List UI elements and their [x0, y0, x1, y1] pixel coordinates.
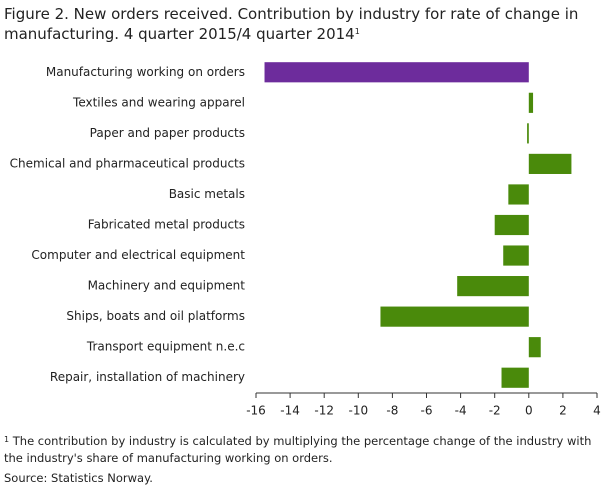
x-tick-label: 2	[559, 404, 567, 418]
bar	[528, 153, 572, 174]
bar	[380, 306, 529, 327]
x-tick-label: -6	[421, 404, 433, 418]
bar	[508, 184, 529, 205]
bar	[527, 123, 529, 144]
y-tick-label: Transport equipment n.e.c	[86, 340, 245, 354]
x-tick-label: -8	[386, 404, 398, 418]
x-tick-label: -4	[455, 404, 467, 418]
x-tick-label: -12	[314, 404, 334, 418]
x-tick-label: 0	[525, 404, 533, 418]
bar	[264, 62, 529, 83]
title-note-mark: 1	[354, 27, 360, 36]
bar	[503, 245, 529, 266]
y-tick-label: Computer and electrical equipment	[31, 248, 245, 262]
x-tick-label: -10	[348, 404, 368, 418]
source: Source: Statistics Norway.	[4, 471, 153, 485]
footnote: The contribution by industry is calculat…	[4, 434, 592, 465]
bar	[457, 276, 529, 297]
footnote-block: 1 The contribution by industry is calcul…	[4, 433, 604, 467]
chart: -16 -14 -12 -10 -8 -6 -4 -2 0 2 4 Manufacturing wor…	[10, 62, 601, 418]
y-tick-label: Chemical and pharmaceutical products	[10, 156, 245, 170]
y-tick-label: Paper and paper products	[90, 126, 245, 140]
bar	[494, 214, 529, 236]
y-tick-label: Textiles and wearing apparel	[72, 95, 245, 109]
x-tick-label: 4	[593, 404, 601, 418]
bar	[501, 367, 529, 388]
chart-title: Figure 2. New orders received. Contribut…	[4, 5, 579, 43]
y-tick-label: Manufacturing working on orders	[46, 65, 245, 79]
x-tick-label: -16	[246, 404, 266, 418]
y-tick-label: Repair, installation of machinery	[50, 370, 245, 384]
y-tick-label: Ships, boats and oil platforms	[66, 309, 245, 323]
chart-title-block: Figure 2. New orders received. Contribut…	[4, 4, 604, 44]
bar	[528, 337, 541, 358]
y-tick-label: Machinery and equipment	[88, 279, 246, 293]
y-tick-label: Fabricated metal products	[88, 218, 245, 232]
x-tick-label: -14	[280, 404, 300, 418]
footnote-mark: 1	[4, 435, 10, 444]
y-tick-label: Basic metals	[169, 187, 245, 201]
x-tick-label: -2	[489, 404, 501, 418]
bar	[528, 92, 534, 113]
